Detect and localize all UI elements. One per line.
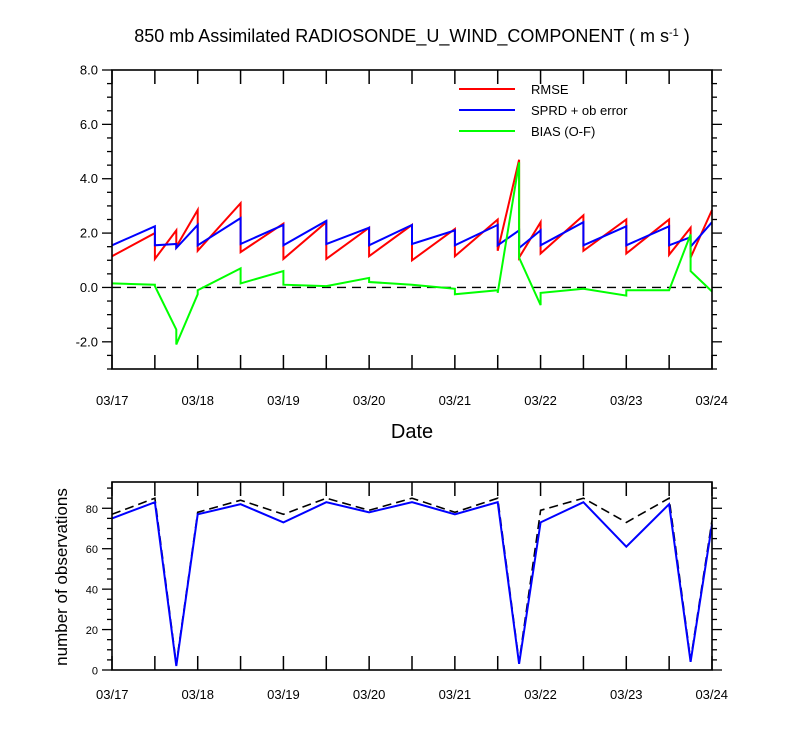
y-tick-label-3: 60 — [86, 544, 98, 556]
series-line-rmse — [111, 159, 713, 263]
y-tick-label-5: 8.0 — [80, 63, 98, 78]
series-line-possible — [111, 496, 713, 665]
bottom-x-tick-labels: 03/17 03/18 03/19 03/20 03/21 03/22 03/23 03/24 — [96, 687, 728, 702]
bottom-axis-ticks — [102, 482, 722, 671]
x-tick-label-7: 03/24 — [695, 687, 728, 702]
top-y-tick-labels: -2.0 0.0 2.0 4.0 6.0 8.0 — [76, 63, 98, 350]
series-line-used — [111, 500, 713, 667]
x-tick-label-1: 03/18 — [181, 687, 214, 702]
y-tick-label-2: 40 — [86, 585, 98, 597]
bottom-plot-frame — [111, 481, 713, 671]
x-tick-label-2: 03/19 — [267, 393, 300, 408]
x-tick-label-6: 03/23 — [610, 393, 643, 408]
x-tick-label-3: 03/20 — [353, 687, 386, 702]
y-tick-label-4: 6.0 — [80, 117, 98, 132]
x-tick-label-3: 03/20 — [353, 393, 386, 408]
chart-title-main: 850 mb Assimilated RADIOSONDE_U_WIND_COM… — [134, 26, 669, 47]
x-tick-label-7: 03/24 — [695, 393, 728, 408]
top-panel: -2.0 0.0 2.0 4.0 6.0 8.0 03/17 03/18 03/19 03/20… — [76, 63, 728, 409]
top-series-group — [111, 159, 713, 345]
y-tick-label-0: -2.0 — [76, 334, 98, 349]
y-tick-label-1: 20 — [86, 625, 98, 637]
x-tick-label-0: 03/17 — [96, 393, 129, 408]
x-tick-label-1: 03/18 — [181, 393, 214, 408]
bottom-panel: 0 20 40 60 80 03/17 03/18 03/19 03/20 03/21 03/22… — [86, 481, 728, 702]
y-tick-label-3: 4.0 — [80, 171, 98, 186]
x-tick-label-4: 03/21 — [439, 393, 472, 408]
bottom-series-group — [111, 496, 713, 667]
x-tick-label-5: 03/22 — [524, 393, 557, 408]
series-line-sprd-ob-error — [111, 216, 713, 251]
bottom-y-tick-labels: 0 20 40 60 80 — [86, 504, 98, 678]
legend: RMSE SPRD + ob error BIAS (O-F) — [459, 82, 628, 139]
series-line-bias-o-f — [111, 162, 713, 345]
y-axis-label-observations: number of observations — [52, 488, 71, 666]
top-axis-ticks — [102, 69, 722, 370]
x-tick-label-6: 03/23 — [610, 687, 643, 702]
chart-title-sup: -1 — [669, 27, 679, 39]
x-tick-label-0: 03/17 — [96, 687, 129, 702]
x-tick-label-2: 03/19 — [267, 687, 300, 702]
chart-title-end: ) — [679, 26, 690, 46]
x-tick-label-5: 03/22 — [524, 687, 557, 702]
x-axis-label: Date — [391, 421, 433, 443]
top-x-tick-labels: 03/17 03/18 03/19 03/20 03/21 03/22 03/23 03/24 — [96, 393, 728, 408]
y-tick-label-0: 0 — [92, 666, 98, 678]
legend-label-1: SPRD + ob error — [531, 103, 628, 118]
legend-label-2: BIAS (O-F) — [531, 124, 595, 139]
y-tick-label-2: 2.0 — [80, 226, 98, 241]
legend-label-0: RMSE — [531, 82, 569, 97]
y-tick-label-4: 80 — [86, 504, 98, 516]
chart-title: 850 mb Assimilated RADIOSONDE_U_WIND_COM… — [134, 26, 690, 47]
x-tick-label-4: 03/21 — [439, 687, 472, 702]
y-tick-label-1: 0.0 — [80, 280, 98, 295]
top-plot-frame — [111, 69, 713, 370]
